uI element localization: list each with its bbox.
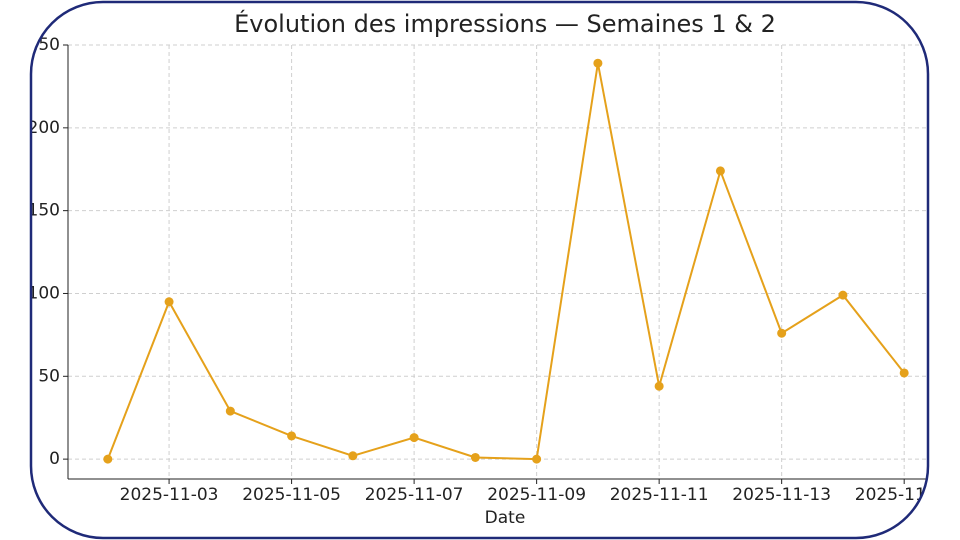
x-tick-label: 2025-11-09: [487, 485, 586, 505]
data-point: [715, 166, 725, 176]
data-point: [348, 451, 358, 461]
panel: [31, 2, 928, 538]
x-tick-label: 2025-11-15: [855, 485, 954, 505]
y-tick-label: 50: [38, 366, 60, 386]
data-point: [225, 406, 235, 416]
frame-border: [29, 0, 930, 540]
x-tick-label: 2025-11-03: [120, 485, 219, 505]
data-point: [532, 454, 542, 464]
data-point: [899, 368, 909, 378]
y-tick-label: 200: [28, 118, 60, 138]
data-point: [654, 381, 664, 391]
chart: Évolution des impressions — Semaines 1 &…: [28, 2, 954, 538]
x-tick-label: 2025-11-05: [242, 485, 341, 505]
y-tick-label: 150: [28, 201, 60, 221]
x-tick-label: 2025-11-11: [610, 485, 709, 505]
series-line: [106, 63, 905, 461]
data-point: [103, 454, 113, 464]
chart-title: Évolution des impressions — Semaines 1 &…: [234, 9, 776, 38]
data-point: [409, 433, 419, 443]
data-point: [470, 452, 480, 462]
x-axis-label: Date: [485, 508, 526, 528]
data-point: [777, 328, 787, 338]
y-tick-label: 0: [49, 449, 60, 469]
data-point: [164, 297, 174, 307]
data-point: [287, 431, 297, 441]
data-point: [838, 290, 848, 300]
x-tick-label: 2025-11-13: [732, 485, 831, 505]
data-point: [593, 58, 603, 68]
x-tick-label: 2025-11-07: [365, 485, 464, 505]
y-tick-label: 100: [28, 283, 60, 303]
